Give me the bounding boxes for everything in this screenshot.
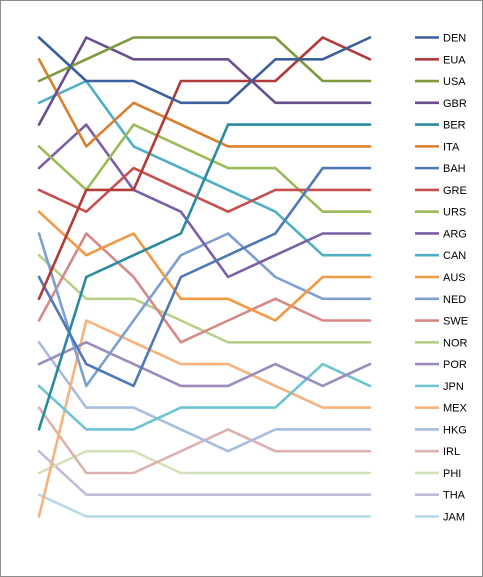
legend-label: GRE <box>443 185 467 197</box>
legend-label: EUA <box>443 54 466 66</box>
legend-label: PHI <box>443 468 461 480</box>
series-line-jpn <box>37 362 372 431</box>
legend-item-hkg: HKG <box>415 424 467 436</box>
legend-item-mex: MEX <box>415 403 468 415</box>
legend-label: JAM <box>443 512 465 524</box>
legend-label: AUS <box>443 272 466 284</box>
legend-label: ITA <box>443 141 460 153</box>
legend-item-jpn: JPN <box>415 381 464 393</box>
series-line-tha <box>37 449 372 497</box>
legend-item-nor: NOR <box>415 337 468 349</box>
legend-label: ARG <box>443 228 467 240</box>
legend-item-gre: GRE <box>415 185 467 197</box>
legend-item-ita: ITA <box>415 141 460 153</box>
legend-item-gbr: GBR <box>415 98 467 110</box>
series-line-aus <box>37 210 372 322</box>
legend-item-phi: PHI <box>415 468 461 480</box>
series-line-phi <box>37 449 372 475</box>
series-line-ita <box>37 57 372 148</box>
legend-label: NOR <box>443 337 468 349</box>
legend-label: DEN <box>443 33 466 45</box>
legend-label: JPN <box>443 381 464 393</box>
legend-item-urs: URS <box>415 207 466 219</box>
legend-item-usa: USA <box>415 76 466 88</box>
legend-label: SWE <box>443 316 468 328</box>
series-line-swe <box>37 232 372 344</box>
series-line-bah <box>37 166 372 388</box>
legend: DEN EUA USA GBR BER ITA BAH GRE URS ARG CAN AUS NED S… <box>415 33 468 524</box>
series-line-den <box>37 36 372 105</box>
legend-label: CAN <box>443 250 466 262</box>
series-line-eua <box>37 36 372 301</box>
series-line-mex <box>37 319 372 518</box>
legend-label: BER <box>443 120 466 132</box>
legend-item-can: CAN <box>415 250 466 262</box>
legend-item-eua: EUA <box>415 54 466 66</box>
legend-label: HKG <box>443 424 467 436</box>
series-line-gre <box>37 166 372 213</box>
legend-label: THA <box>443 490 466 502</box>
series-line-usa <box>37 36 372 83</box>
legend-label: IRL <box>443 446 460 458</box>
series-line-por <box>37 340 372 388</box>
series-lines <box>37 36 372 518</box>
series-line-hkg <box>37 340 372 453</box>
legend-label: BAH <box>443 163 466 175</box>
series-line-gbr <box>37 36 372 126</box>
legend-item-ber: BER <box>415 120 466 132</box>
series-line-arg <box>37 123 372 279</box>
legend-label: USA <box>443 76 466 88</box>
series-line-urs <box>37 123 372 213</box>
legend-item-ned: NED <box>415 294 466 306</box>
series-line-jam <box>37 493 372 518</box>
legend-item-tha: THA <box>415 490 466 502</box>
series-line-ber <box>37 123 372 431</box>
legend-item-bah: BAH <box>415 163 466 175</box>
legend-label: POR <box>443 359 467 371</box>
legend-label: GBR <box>443 98 467 110</box>
legend-item-por: POR <box>415 359 467 371</box>
legend-label: NED <box>443 294 466 306</box>
legend-item-jam: JAM <box>415 512 465 524</box>
legend-label: URS <box>443 207 466 219</box>
legend-item-swe: SWE <box>415 316 468 328</box>
legend-item-den: DEN <box>415 33 466 45</box>
series-line-can <box>37 79 372 257</box>
legend-item-aus: AUS <box>415 272 466 284</box>
legend-label: MEX <box>443 403 468 415</box>
legend-item-arg: ARG <box>415 228 467 240</box>
legend-item-irl: IRL <box>415 446 460 458</box>
